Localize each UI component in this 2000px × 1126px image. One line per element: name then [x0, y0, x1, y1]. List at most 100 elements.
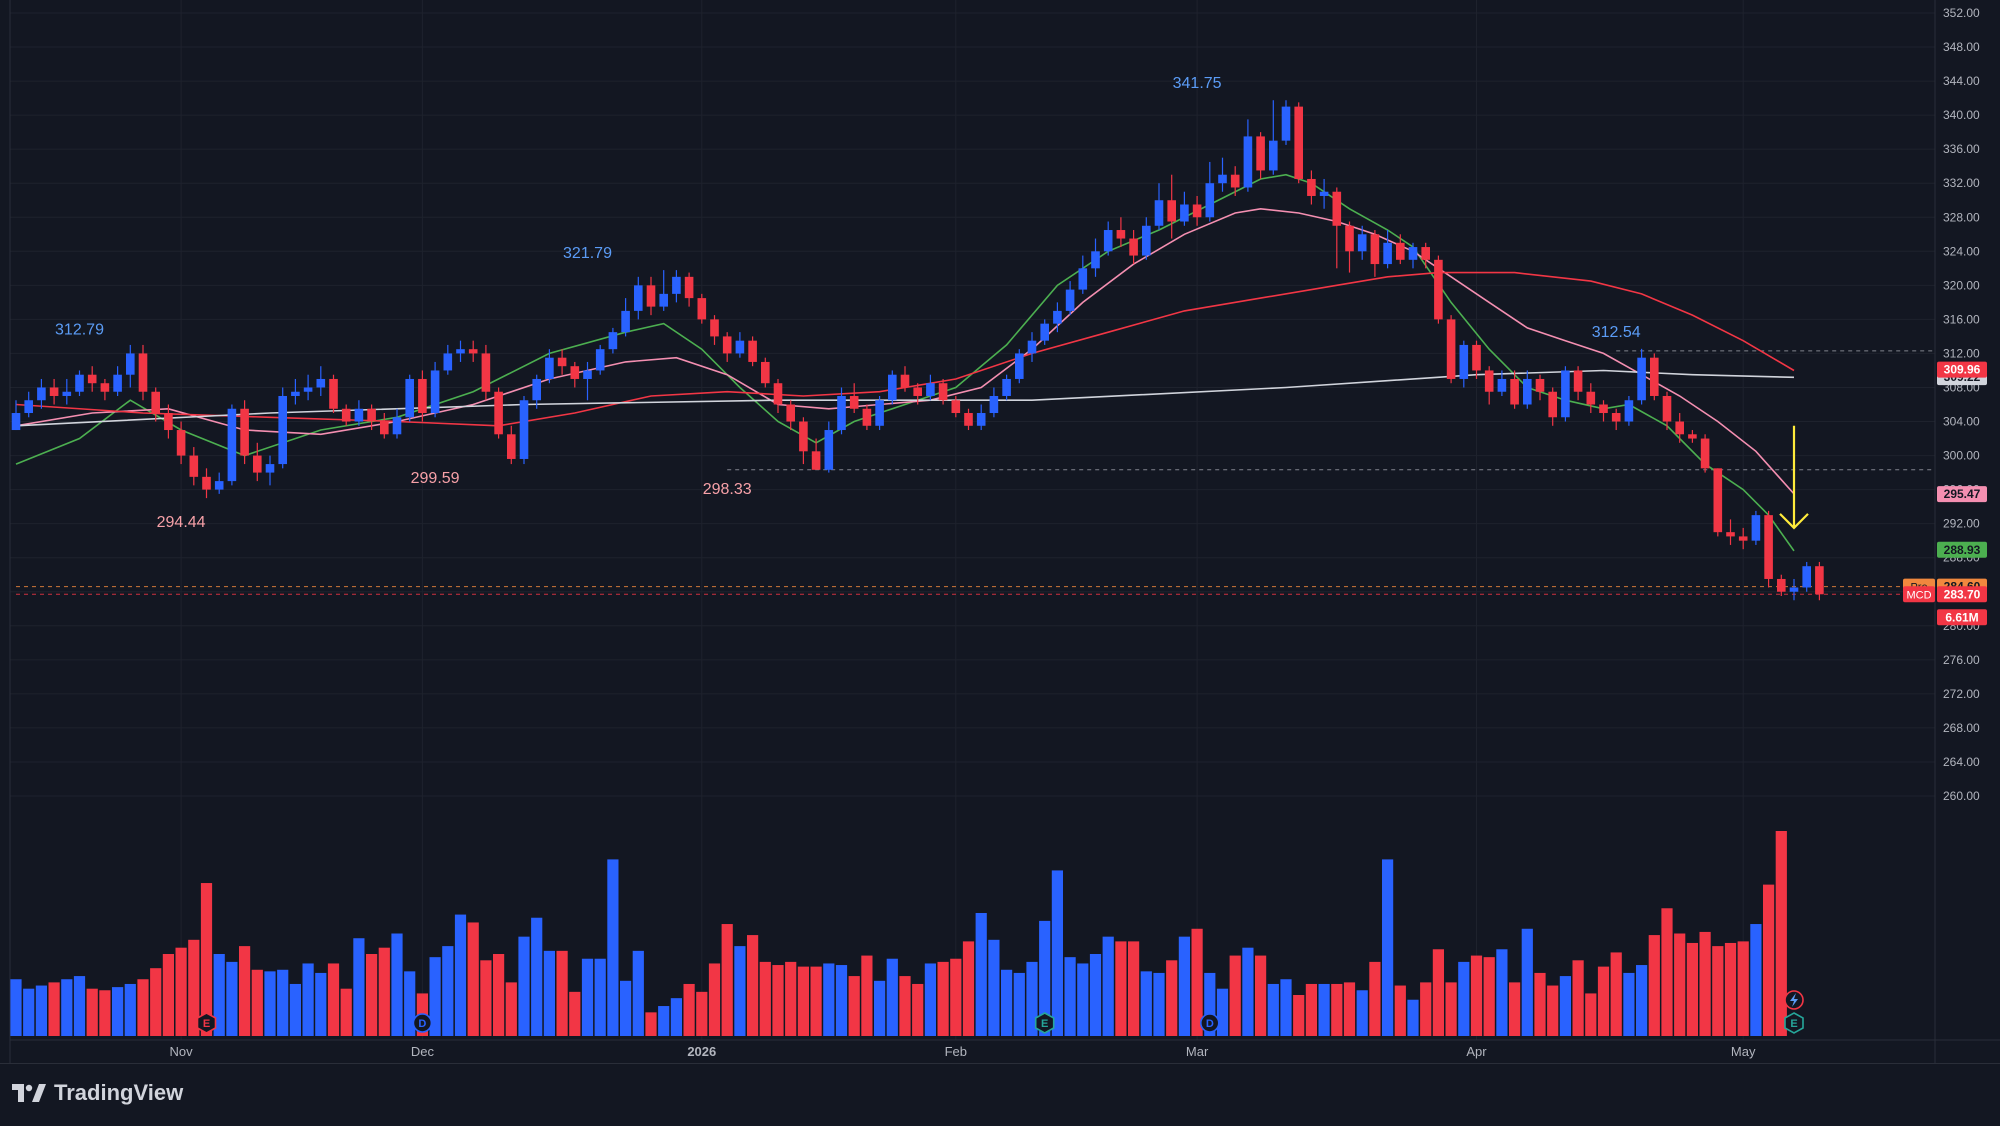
volume-bar [226, 961, 238, 1036]
volume-bar [150, 968, 162, 1036]
volume-bar [1089, 954, 1102, 1036]
price-tick-label: 312.00 [1943, 346, 1980, 360]
candle-body [621, 310, 630, 333]
price-label-badge [1937, 486, 1987, 503]
price-tick-label: 292.00 [1943, 517, 1980, 531]
tradingview-brand[interactable]: TradingView [12, 1080, 183, 1106]
candle-body [811, 451, 821, 470]
candle-body [49, 387, 59, 396]
candle-body [24, 400, 33, 414]
price-tick-label: 276.00 [1943, 653, 1980, 667]
candle-body [443, 353, 453, 371]
volume-bar [1280, 979, 1292, 1036]
price-label-badge [1937, 586, 1987, 603]
price-label-badge [1937, 361, 1987, 378]
volume-bar [1140, 971, 1152, 1036]
candle-body [761, 361, 770, 384]
volume-bar [924, 963, 936, 1036]
volume-bar [353, 938, 365, 1036]
volume-bar [1712, 946, 1724, 1036]
candle-body [1243, 136, 1253, 188]
chart-background [0, 0, 2000, 1063]
candle-body [1548, 391, 1557, 418]
candle-body [138, 353, 148, 392]
price-axis[interactable]: 352.00 348.00 344.00 340.00 336.00 332.00 328.… [1903, 0, 2000, 1063]
arrow-head [1779, 513, 1809, 530]
volume-bar [188, 939, 200, 1036]
candle-body [126, 353, 135, 375]
volume-bar [912, 983, 924, 1036]
price-label-badge [1937, 541, 1987, 558]
candle-body [748, 340, 757, 362]
volume-bar [810, 966, 822, 1036]
volume-bar [1102, 936, 1114, 1036]
volume-bar [442, 946, 454, 1036]
price-tick-label: 352.00 [1943, 6, 1980, 20]
candle-body [164, 413, 173, 431]
price-label-text: 6.61M [1945, 610, 1978, 624]
volume-bar [835, 965, 848, 1036]
volume-bar [1470, 955, 1483, 1036]
candle-body [1523, 378, 1532, 405]
footer-bar: TradingView [0, 1063, 2000, 1126]
candle-body [354, 408, 364, 422]
candle-body [1307, 178, 1316, 196]
volume-bar [505, 982, 517, 1036]
volume-bar [1686, 942, 1698, 1036]
candle-body [1256, 136, 1265, 171]
candle-body [176, 430, 186, 456]
time-axis[interactable]: Nov Dec 2026 Feb Mar Apr May [10, 1039, 2000, 1059]
price-tick-label: 300.00 [1943, 449, 1980, 463]
volume-bar [1661, 908, 1673, 1036]
candle-body [11, 413, 21, 431]
candle-body [1269, 140, 1278, 171]
candle-body [1472, 344, 1481, 371]
candle-body [100, 383, 110, 392]
price-tick-label: 344.00 [1943, 74, 1980, 88]
volume-bar [264, 971, 276, 1036]
price-chart[interactable]: 312.79 294.44 299.59 321.79 298.33 341.75 312.… [0, 0, 2000, 1063]
candle-body [532, 378, 541, 401]
candle-body [1205, 183, 1215, 218]
volume-bar [632, 950, 644, 1036]
candle-body [722, 336, 732, 354]
volume-bars [10, 831, 1787, 1036]
price-tag-text: MCD [1906, 589, 1931, 601]
volume-bar [620, 980, 632, 1036]
volume-bar [1191, 928, 1203, 1036]
volume-bar [1534, 972, 1546, 1036]
price-tick-label: 304.00 [1943, 415, 1980, 429]
candle-body [1154, 200, 1164, 226]
candle-body [1180, 204, 1189, 222]
candle-body [1129, 238, 1138, 256]
dashed-levels [16, 350, 1935, 595]
candle-body [214, 481, 224, 490]
candle-body [1230, 174, 1240, 188]
candle-body [189, 455, 199, 477]
volume-bar [1293, 995, 1305, 1036]
price-tick-label: 268.00 [1943, 721, 1980, 735]
volume-bar [340, 988, 352, 1036]
time-tick-label: Dec [411, 1044, 435, 1059]
volume-bar [1750, 924, 1762, 1036]
price-label-text: 295.47 [1944, 487, 1981, 501]
volume-bar [569, 991, 581, 1036]
candle-body [62, 391, 72, 396]
volume-bar [848, 976, 860, 1036]
candle-body [1040, 323, 1049, 341]
candle-body [1281, 106, 1291, 141]
volume-bar [429, 957, 441, 1036]
price-tick-label: 316.00 [1943, 312, 1980, 326]
candle-body [1738, 536, 1748, 541]
candle-body [367, 408, 376, 422]
volume-bar [1051, 870, 1063, 1036]
price-tick-label: 264.00 [1943, 755, 1980, 769]
down-arrow-drawing[interactable] [1779, 425, 1809, 530]
volume-bar [581, 958, 594, 1036]
candle-body [1053, 310, 1062, 324]
candle-body [240, 408, 249, 456]
volume-bar [1636, 965, 1648, 1036]
volume-bar [493, 954, 505, 1036]
price-label-text: 309.96 [1944, 363, 1981, 377]
volume-bar [1026, 961, 1038, 1036]
